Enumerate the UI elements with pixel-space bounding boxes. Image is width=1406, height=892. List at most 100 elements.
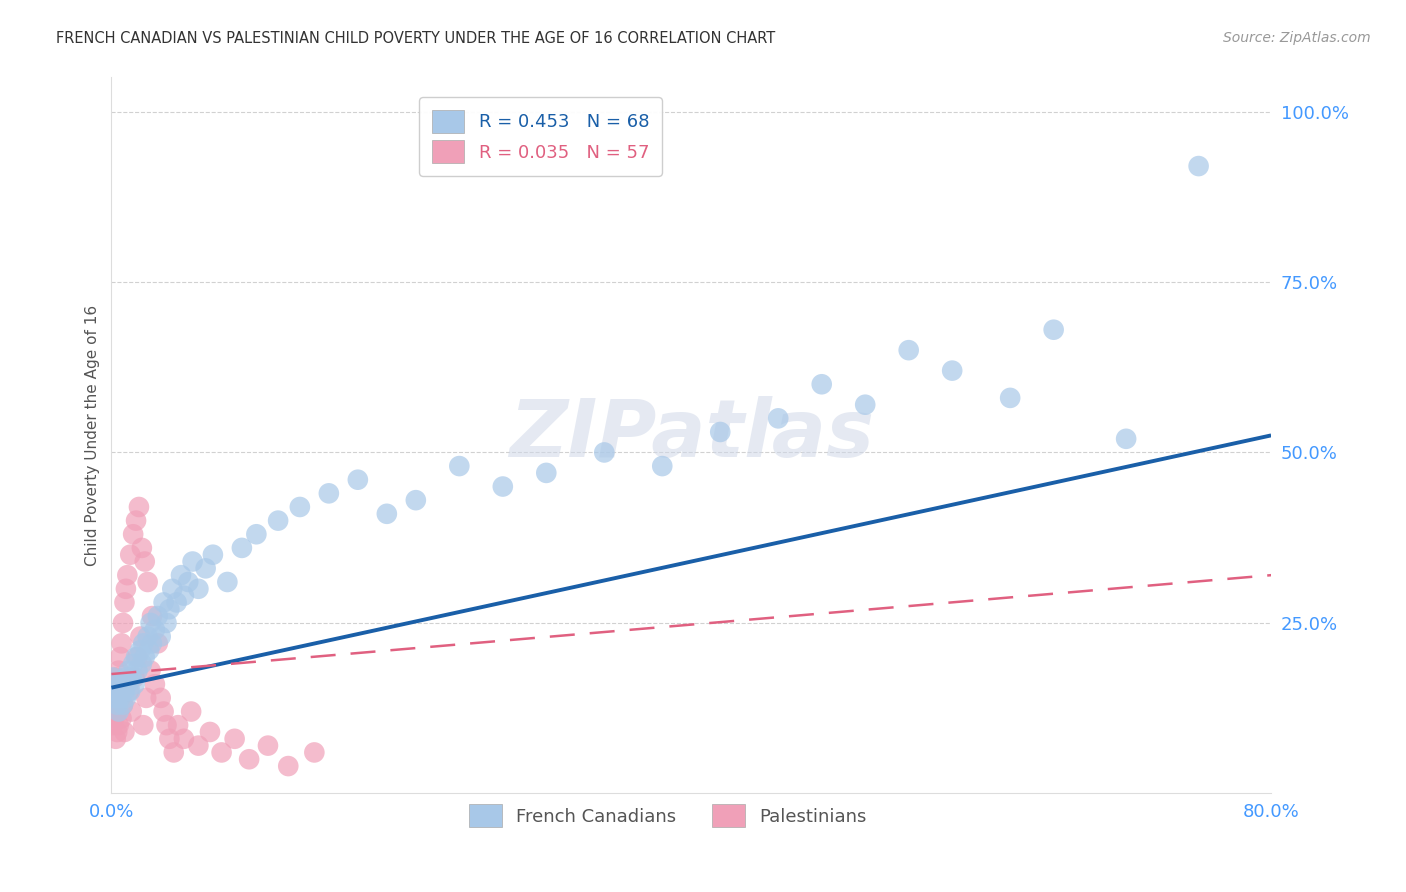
Point: [103, 684, 125, 698]
Point: [122, 657, 145, 671]
Point: [107, 684, 129, 698]
Point: [651, 459, 673, 474]
Point: [108, 690, 131, 705]
Point: [101, 705, 124, 719]
Point: [101, 670, 124, 684]
Point: [107, 664, 129, 678]
Point: [224, 731, 246, 746]
Point: [107, 705, 129, 719]
Point: [162, 582, 184, 596]
Text: Source: ZipAtlas.com: Source: ZipAtlas.com: [1223, 31, 1371, 45]
Point: [108, 690, 131, 705]
Text: ZIPatlas: ZIPatlas: [509, 396, 873, 475]
Point: [114, 595, 136, 609]
Point: [347, 473, 370, 487]
Point: [177, 574, 200, 589]
Point: [132, 718, 155, 732]
Point: [103, 698, 125, 712]
Point: [125, 514, 148, 528]
Point: [1042, 323, 1064, 337]
Point: [129, 643, 152, 657]
Point: [187, 739, 209, 753]
Point: [111, 698, 134, 712]
Point: [536, 466, 558, 480]
Point: [110, 636, 132, 650]
Point: [110, 711, 132, 725]
Point: [146, 609, 169, 624]
Point: [114, 684, 136, 698]
Point: [173, 589, 195, 603]
Point: [157, 602, 180, 616]
Point: [131, 657, 153, 671]
Point: [155, 718, 177, 732]
Point: [853, 398, 876, 412]
Point: [375, 507, 398, 521]
Point: [108, 650, 131, 665]
Point: [288, 500, 311, 514]
Point: [114, 725, 136, 739]
Point: [709, 425, 731, 439]
Point: [134, 650, 156, 665]
Point: [141, 636, 163, 650]
Point: [104, 677, 127, 691]
Point: [152, 595, 174, 609]
Point: [136, 574, 159, 589]
Point: [134, 555, 156, 569]
Point: [166, 595, 188, 609]
Point: [231, 541, 253, 555]
Point: [173, 731, 195, 746]
Point: [149, 630, 172, 644]
Point: [181, 555, 204, 569]
Point: [103, 684, 125, 698]
Point: [117, 677, 139, 691]
Point: [117, 568, 139, 582]
Point: [257, 739, 280, 753]
Text: FRENCH CANADIAN VS PALESTINIAN CHILD POVERTY UNDER THE AGE OF 16 CORRELATION CHA: FRENCH CANADIAN VS PALESTINIAN CHILD POV…: [56, 31, 776, 46]
Point: [135, 690, 157, 705]
Point: [138, 643, 160, 657]
Point: [941, 363, 963, 377]
Point: [768, 411, 790, 425]
Point: [198, 725, 221, 739]
Point: [194, 561, 217, 575]
Point: [139, 615, 162, 630]
Point: [124, 677, 146, 691]
Point: [449, 459, 471, 474]
Point: [304, 746, 326, 760]
Point: [103, 711, 125, 725]
Point: [101, 718, 124, 732]
Point: [163, 746, 186, 760]
Point: [998, 391, 1021, 405]
Point: [115, 670, 138, 684]
Point: [121, 670, 143, 684]
Point: [139, 664, 162, 678]
Point: [318, 486, 340, 500]
Point: [187, 582, 209, 596]
Point: [593, 445, 616, 459]
Point: [122, 527, 145, 541]
Point: [267, 514, 290, 528]
Point: [127, 664, 149, 678]
Point: [120, 548, 142, 562]
Point: [103, 690, 125, 705]
Point: [405, 493, 427, 508]
Point: [167, 718, 190, 732]
Point: [118, 684, 141, 698]
Point: [105, 705, 128, 719]
Point: [105, 725, 128, 739]
Point: [127, 650, 149, 665]
Point: [211, 746, 233, 760]
Point: [1115, 432, 1137, 446]
Legend: French Canadians, Palestinians: French Canadians, Palestinians: [463, 797, 875, 834]
Point: [170, 568, 193, 582]
Point: [101, 690, 124, 705]
Point: [131, 541, 153, 555]
Point: [104, 677, 127, 691]
Point: [129, 630, 152, 644]
Point: [110, 677, 132, 691]
Point: [115, 690, 138, 705]
Point: [143, 623, 166, 637]
Point: [111, 615, 134, 630]
Point: [128, 500, 150, 514]
Point: [132, 636, 155, 650]
